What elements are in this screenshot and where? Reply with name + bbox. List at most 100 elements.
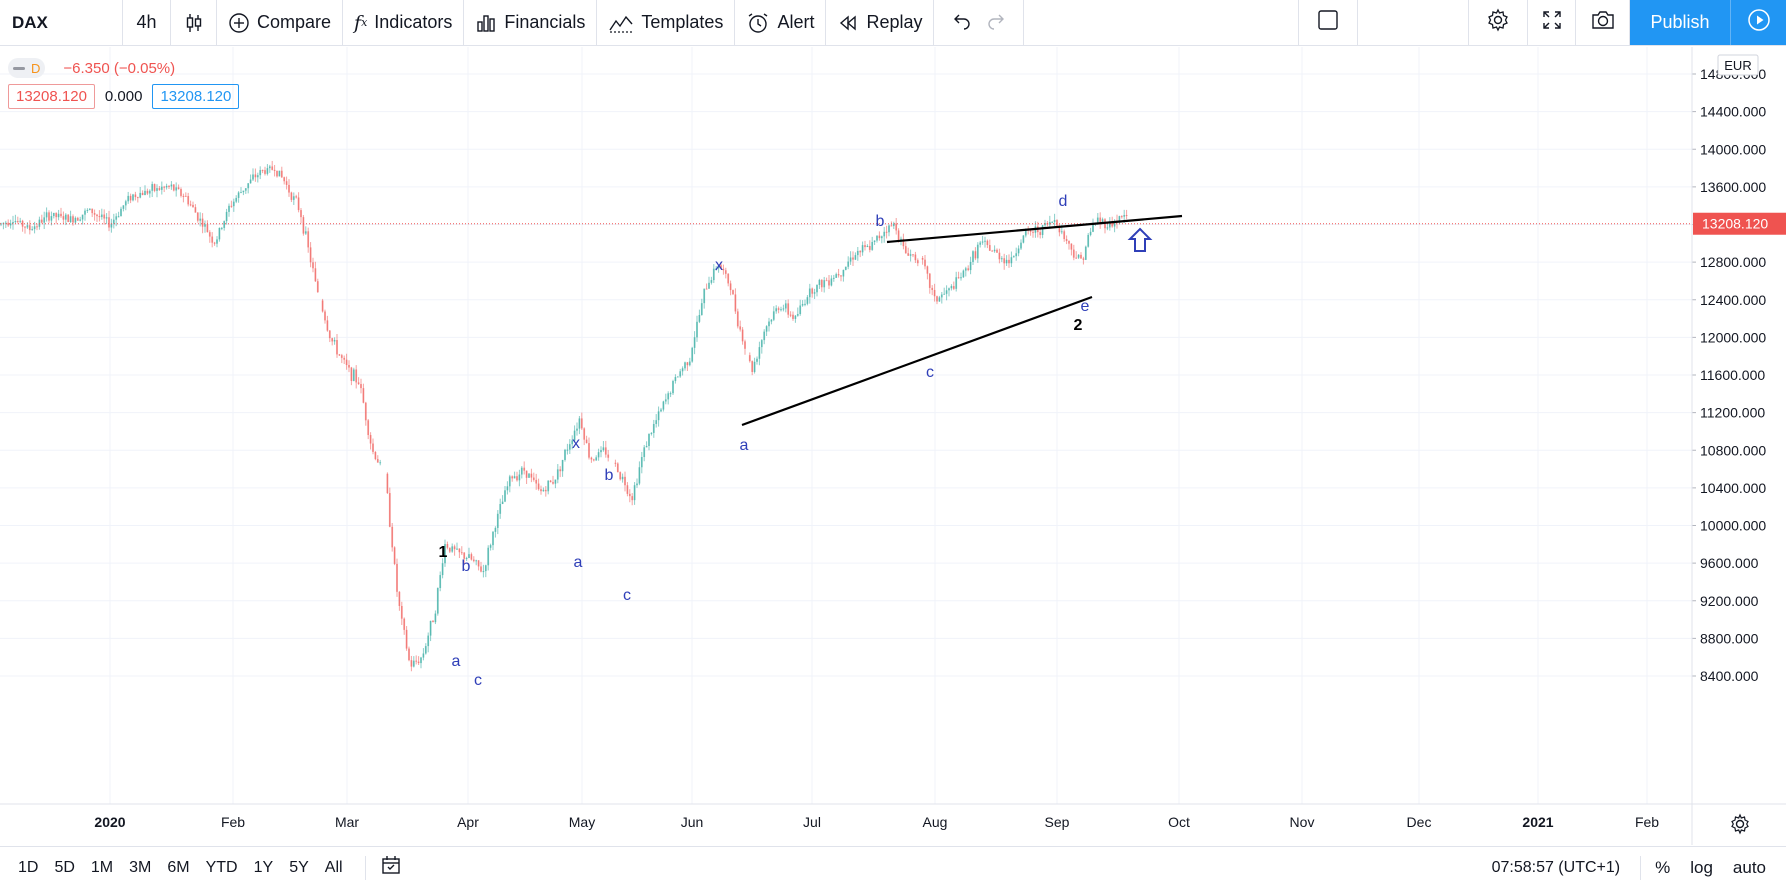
bid-price[interactable]: 13208.120 — [8, 84, 95, 109]
candle-body — [638, 467, 641, 484]
candle-body — [321, 300, 324, 312]
candle-body — [840, 275, 842, 277]
financials-icon — [475, 12, 497, 34]
candle-body — [984, 240, 986, 242]
range-1d[interactable]: 1D — [18, 858, 39, 876]
alert-button[interactable]: Alert — [735, 0, 827, 45]
candle-body — [710, 280, 713, 283]
compare-button[interactable]: Compare — [217, 0, 344, 45]
candle-body — [57, 213, 60, 218]
candle-body — [573, 430, 576, 441]
candle-body — [619, 472, 622, 480]
clock-timezone[interactable]: 07:58:57 (UTC+1) — [1491, 858, 1621, 876]
price-change: −6.350 (−0.05%) — [63, 59, 176, 77]
candle-body — [698, 314, 701, 322]
candle-body — [825, 280, 828, 282]
wave-label: x — [715, 257, 723, 274]
publish-play-button[interactable] — [1730, 0, 1786, 45]
candle-body — [472, 559, 475, 562]
candle-body — [28, 225, 31, 231]
range-5y[interactable]: 5Y — [289, 858, 309, 876]
range-ytd[interactable]: YTD — [205, 858, 238, 876]
range-3m[interactable]: 3M — [129, 858, 152, 876]
candle-body — [84, 210, 86, 215]
range-1y[interactable]: 1Y — [253, 858, 274, 876]
candle-body — [960, 277, 962, 279]
candle-body — [883, 231, 886, 237]
fullscreen-button[interactable] — [1528, 0, 1576, 45]
candle-body — [928, 273, 931, 288]
candle-body — [328, 330, 331, 339]
candle-body — [76, 217, 79, 221]
log-toggle[interactable]: log — [1690, 857, 1713, 877]
svg-text:13208.120: 13208.120 — [1702, 216, 1768, 232]
range-6m[interactable]: 6M — [167, 858, 190, 876]
candle-body — [652, 423, 655, 433]
candle-body — [784, 303, 787, 309]
candle-body — [921, 257, 924, 260]
publish-button[interactable]: Publish — [1630, 0, 1730, 45]
settings-button[interactable] — [1468, 0, 1528, 45]
financials-button[interactable]: Financials — [464, 0, 598, 45]
candle-body — [26, 225, 29, 228]
drawing-layer[interactable] — [0, 214, 1692, 427]
time-tick-label: Feb — [1635, 814, 1659, 830]
candle-body — [1022, 235, 1025, 243]
chart-grid — [0, 47, 1692, 804]
undo-icon[interactable] — [952, 10, 972, 35]
candle-body — [561, 459, 564, 472]
symbol-search[interactable]: DAX — [0, 0, 123, 45]
ask-price[interactable]: 13208.120 — [152, 84, 240, 109]
chart-type-button[interactable] — [171, 0, 217, 45]
candle-body — [1108, 221, 1111, 228]
candle-body — [530, 473, 533, 478]
candle-body — [273, 169, 276, 171]
candle-body — [91, 208, 94, 214]
candle-body — [964, 268, 967, 271]
range-1m[interactable]: 1M — [90, 858, 114, 876]
snapshot-button[interactable] — [1576, 0, 1630, 45]
range-5d[interactable]: 5D — [54, 858, 75, 876]
candle-body — [770, 319, 773, 322]
templates-button[interactable]: Templates — [597, 0, 736, 45]
calendar-icon[interactable] — [380, 854, 402, 881]
legend-toggle[interactable]: D — [8, 58, 46, 78]
layout-button[interactable] — [1298, 0, 1358, 45]
candle-body — [1032, 231, 1034, 233]
candle-body — [542, 489, 545, 492]
percent-toggle[interactable]: % — [1655, 857, 1671, 877]
candle-body — [1118, 216, 1121, 223]
candle-body — [388, 493, 391, 527]
candle-body — [842, 269, 845, 277]
candle-body — [247, 183, 250, 189]
candle-body — [597, 452, 600, 458]
plus-circle-icon — [228, 12, 250, 34]
redo-icon[interactable] — [986, 10, 1006, 35]
candle-body — [144, 190, 146, 196]
arrow-up-icon — [1127, 227, 1153, 252]
candle-body — [588, 443, 590, 458]
range-all[interactable]: All — [324, 858, 343, 876]
candle-body — [537, 483, 540, 490]
candle-body — [679, 371, 682, 377]
interval-button[interactable]: 4h — [123, 0, 171, 45]
time-tick-label: 2020 — [94, 814, 125, 830]
replay-button[interactable]: Replay — [826, 0, 935, 45]
chart-legend: D −6.350 (−0.05%) 13208.120 0.000 13208.… — [8, 56, 240, 109]
candle-body — [607, 454, 610, 458]
candle-body — [712, 268, 715, 281]
candle-body — [691, 347, 694, 362]
data-badge: D — [31, 60, 41, 76]
candle-body — [876, 235, 878, 241]
candle-body — [304, 231, 307, 234]
candle-body — [811, 288, 814, 294]
auto-toggle[interactable]: auto — [1732, 857, 1766, 877]
candle-body — [981, 241, 984, 243]
candle-body — [122, 205, 125, 209]
candle-body — [336, 340, 338, 355]
candle-body — [888, 225, 890, 233]
